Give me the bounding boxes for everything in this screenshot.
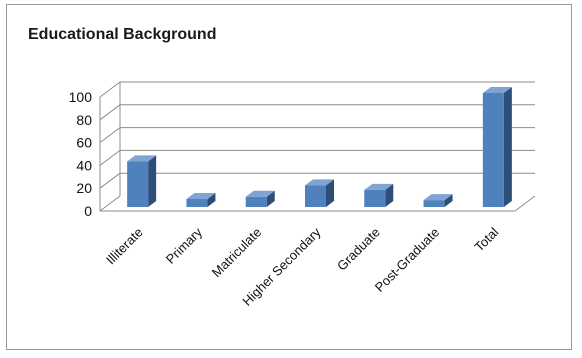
y-tick-label: 20 [76, 180, 92, 196]
bar-side [444, 194, 453, 207]
bar-side [266, 190, 275, 207]
y-tick-label: 40 [76, 157, 92, 173]
bar-side [503, 87, 512, 207]
bar-side [148, 155, 157, 207]
x-tick-label: Primary [163, 224, 206, 267]
bar-front [423, 200, 445, 207]
gridline-diag-0 [99, 195, 121, 212]
bar-top [186, 193, 216, 200]
floor-right-edge [514, 195, 536, 212]
bar-top [127, 155, 157, 162]
bar-post-graduate [423, 194, 453, 207]
bar-front [245, 196, 267, 207]
bar-top [245, 190, 275, 197]
gridline-diag-40 [99, 149, 121, 166]
gridline-diag-60 [99, 127, 121, 144]
bar-front [364, 189, 386, 207]
x-tick-label: Illiterate [103, 225, 146, 268]
bar-top [482, 87, 512, 93]
y-tick-label: 100 [69, 89, 93, 105]
bar-top [364, 183, 394, 190]
y-tick-label: 60 [76, 135, 92, 151]
bar-side [207, 193, 216, 207]
gridline-diag-20 [99, 172, 121, 189]
gridline-diag-80 [99, 104, 121, 121]
gridline-diag-100 [99, 81, 121, 98]
x-tick-label: Graduate [334, 225, 383, 274]
bar-matriculate [245, 190, 275, 207]
bar-top [305, 179, 334, 186]
bar-total [482, 87, 512, 207]
bar-side [326, 179, 334, 207]
y-tick-label: 80 [76, 112, 92, 128]
chart-title: Educational Background [28, 26, 217, 43]
bar-top [423, 194, 453, 201]
bar-front [482, 93, 504, 207]
bar-front [186, 199, 208, 207]
y-tick-label: 0 [84, 203, 92, 219]
bar-front [305, 185, 326, 207]
bar-higher-secondary [305, 179, 334, 207]
bar-front [127, 161, 149, 207]
bar-graduate [364, 183, 394, 207]
bar-side [385, 183, 394, 207]
bar-primary [186, 193, 216, 207]
x-tick-label: Matriculate [209, 225, 265, 281]
bar-illiterate [127, 155, 157, 207]
x-tick-label: Total [471, 224, 501, 254]
